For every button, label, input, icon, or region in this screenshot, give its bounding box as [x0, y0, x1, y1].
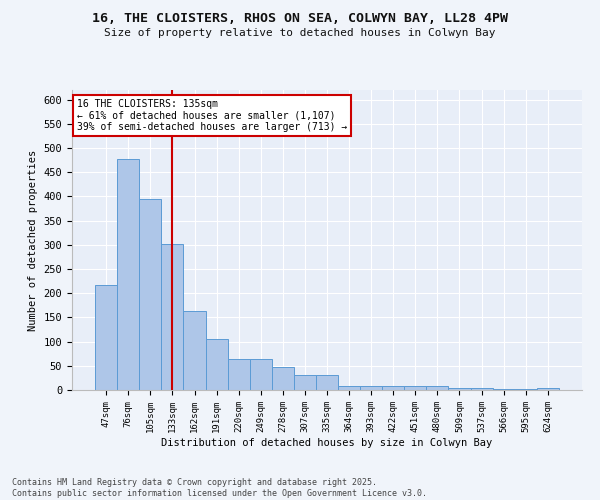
Bar: [95, 284, 117, 390]
Text: 16 THE CLOISTERS: 135sqm
← 61% of detached houses are smaller (1,107)
39% of sem: 16 THE CLOISTERS: 135sqm ← 61% of detach…: [77, 99, 347, 132]
Bar: [161, 244, 184, 390]
Bar: [382, 386, 404, 390]
Bar: [470, 388, 493, 390]
Bar: [448, 388, 470, 390]
Bar: [316, 376, 338, 390]
Bar: [117, 158, 139, 390]
Bar: [493, 389, 515, 390]
Bar: [338, 386, 360, 390]
Bar: [272, 368, 294, 390]
Bar: [404, 386, 427, 390]
Bar: [294, 376, 316, 390]
Text: 16, THE CLOISTERS, RHOS ON SEA, COLWYN BAY, LL28 4PW: 16, THE CLOISTERS, RHOS ON SEA, COLWYN B…: [92, 12, 508, 26]
Y-axis label: Number of detached properties: Number of detached properties: [28, 150, 38, 330]
X-axis label: Distribution of detached houses by size in Colwyn Bay: Distribution of detached houses by size …: [161, 438, 493, 448]
Bar: [250, 358, 272, 390]
Bar: [184, 311, 206, 390]
Text: Contains HM Land Registry data © Crown copyright and database right 2025.
Contai: Contains HM Land Registry data © Crown c…: [12, 478, 427, 498]
Bar: [515, 389, 537, 390]
Bar: [427, 386, 448, 390]
Text: Size of property relative to detached houses in Colwyn Bay: Size of property relative to detached ho…: [104, 28, 496, 38]
Bar: [227, 358, 250, 390]
Bar: [139, 199, 161, 390]
Bar: [360, 386, 382, 390]
Bar: [206, 339, 227, 390]
Bar: [537, 388, 559, 390]
